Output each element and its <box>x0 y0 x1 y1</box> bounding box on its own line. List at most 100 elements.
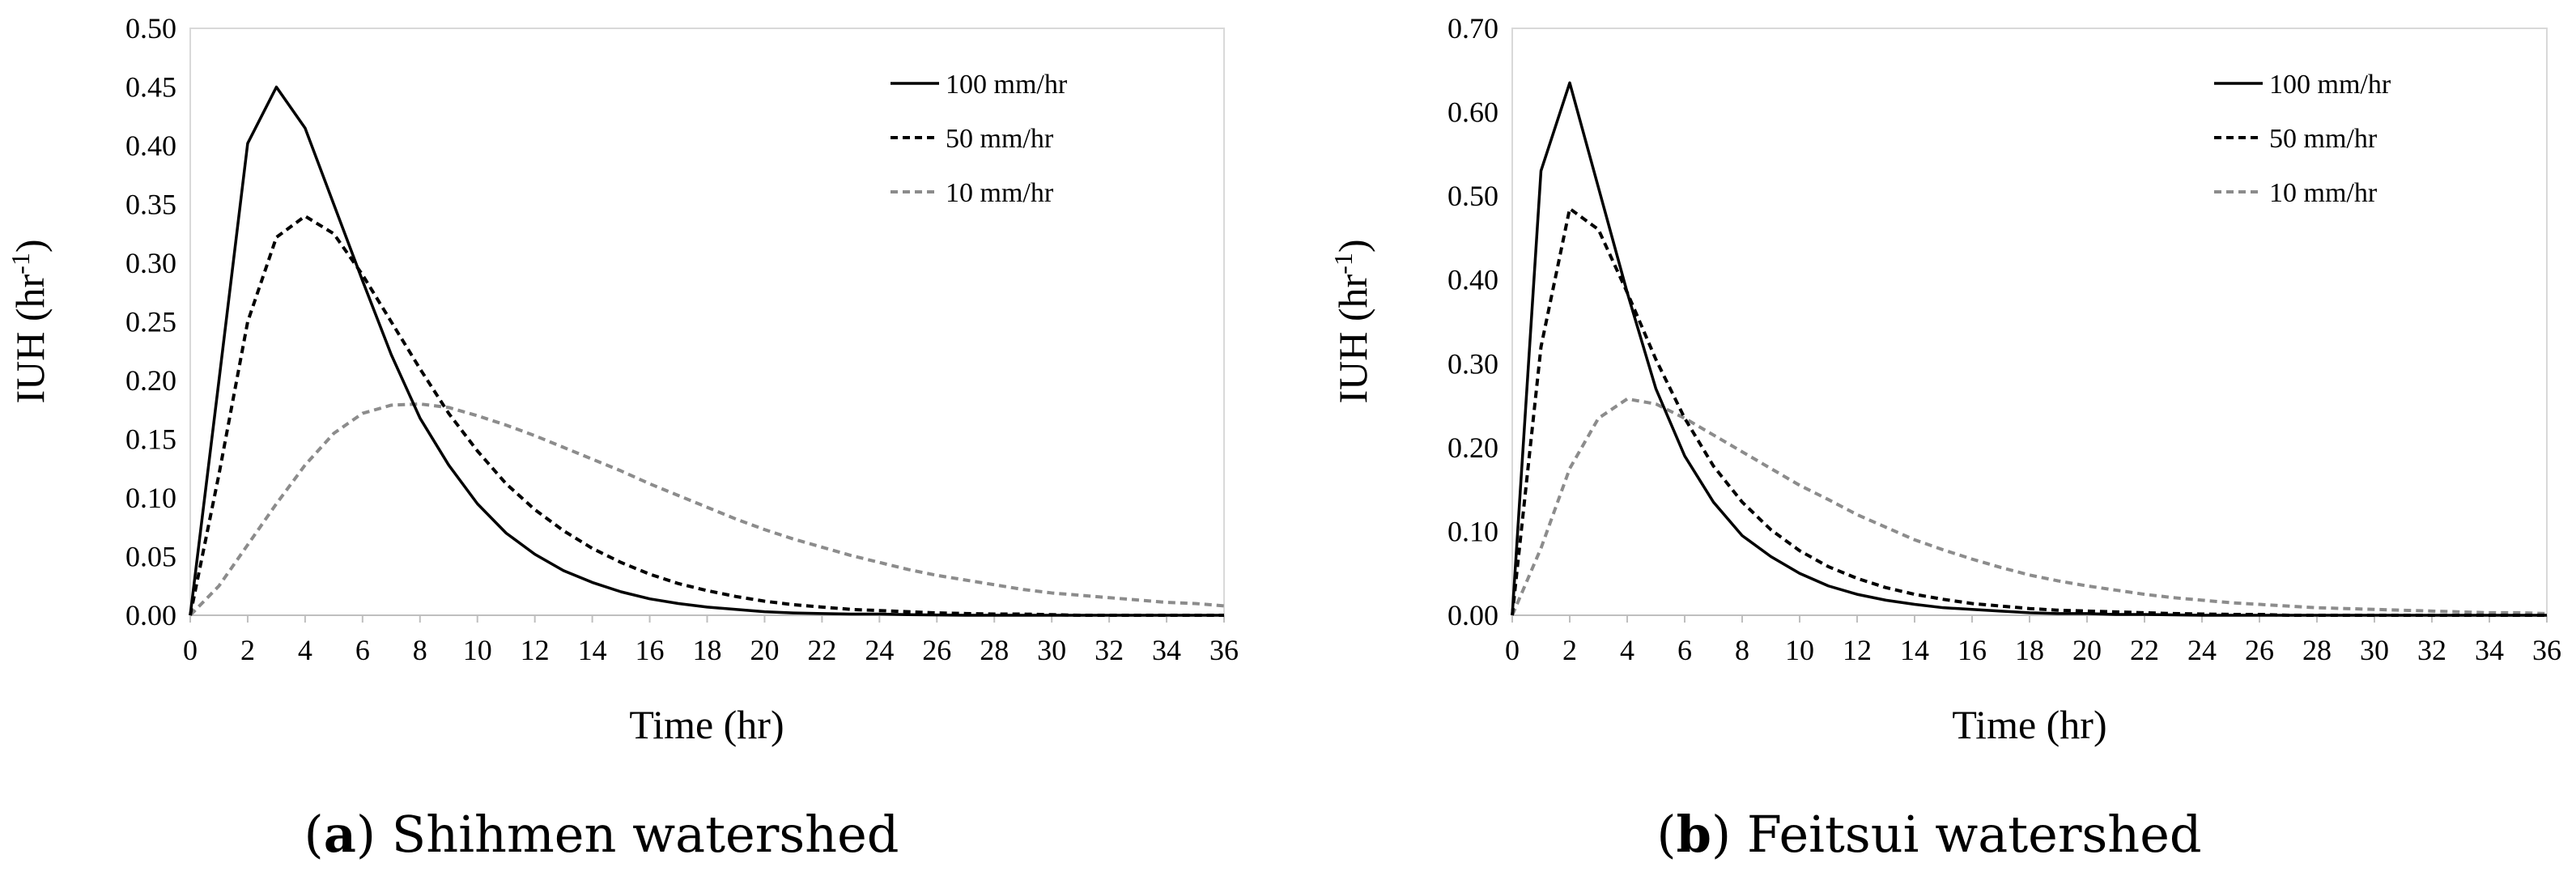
series-line-10-mm-hr <box>189 402 1225 617</box>
x-tick-label: 2 <box>1562 634 1577 666</box>
plot-area <box>189 28 1225 616</box>
x-tick-label: 14 <box>1900 634 1929 666</box>
x-tick-label: 30 <box>1037 634 1066 666</box>
x-tick-label: 34 <box>2475 634 2504 666</box>
caption-a-letter: a <box>324 805 356 864</box>
y-tick-label: 0.40 <box>1447 264 1498 296</box>
y-tick-label: 0.15 <box>125 423 176 456</box>
x-tick-label: 22 <box>807 634 836 666</box>
caption-b-close: ) <box>1711 805 1731 864</box>
x-tick-label: 18 <box>2015 634 2044 666</box>
y-axis-title-sup: -1 <box>6 253 35 274</box>
x-tick-label: 10 <box>1785 634 1814 666</box>
y-tick-label: 0.00 <box>1447 599 1498 631</box>
legend-label-100: 100 mm/hr <box>2269 70 2391 100</box>
y-tick-label: 0.70 <box>1447 12 1498 45</box>
series-line-100-mm-hr <box>189 85 1224 617</box>
y-tick-label: 0.10 <box>125 482 176 514</box>
x-tick-label: 32 <box>1095 634 1124 666</box>
x-tick-label: 8 <box>1735 634 1749 666</box>
y-axis-title: IUH (hr-1) <box>1328 240 1375 404</box>
x-tick-label: 4 <box>298 634 312 666</box>
series-line-10-mm-hr <box>1511 397 2548 616</box>
y-tick-label: 0.25 <box>125 306 176 338</box>
x-tick-label: 26 <box>2245 634 2274 666</box>
series-line-50-mm-hr <box>189 215 1224 617</box>
y-axis-title: IUH (hr-1) <box>6 240 53 404</box>
chart-feitsui: 0.000.100.200.300.400.500.600.70 0 2 4 6 8 10… <box>1328 12 2561 747</box>
legend-label-50: 50 mm/hr <box>2269 124 2378 154</box>
y-tick-label: 0.45 <box>125 71 176 104</box>
caption-b-letter: b <box>1677 805 1711 864</box>
y-axis-title-main: IUH (hr <box>7 274 53 403</box>
x-tick-label: 28 <box>2302 634 2332 666</box>
x-tick-label: 12 <box>521 634 550 666</box>
caption-a-text: Shihmen watershed <box>376 805 899 864</box>
x-tick-label: 10 <box>463 634 492 666</box>
legend: 100 mm/hr 50 mm/hr 10 mm/hr <box>891 70 1068 208</box>
y-axis-title-close: ) <box>1330 240 1375 253</box>
y-tick-label: 0.00 <box>125 599 176 631</box>
x-tick-labels: 0 2 4 6 8 10 12 14 16 18 20 22 24 26 28 30 32 34 36 <box>183 634 1239 666</box>
x-tick-label: 26 <box>922 634 951 666</box>
caption-b: (b) Feitsui watershed <box>1656 805 2201 864</box>
y-tick-label: 0.35 <box>125 189 176 221</box>
x-tick-label: 12 <box>1843 634 1872 666</box>
legend: 100 mm/hr 50 mm/hr 10 mm/hr <box>2214 70 2391 208</box>
x-tick-label: 6 <box>355 634 370 666</box>
legend-label-10: 10 mm/hr <box>946 178 1054 208</box>
caption-a-open: ( <box>304 805 324 864</box>
x-tick-label: 6 <box>1677 634 1692 666</box>
x-tick-label: 18 <box>693 634 722 666</box>
y-axis-title-sup: -1 <box>1328 253 1358 274</box>
x-tick-label: 16 <box>1958 634 1987 666</box>
series-lines <box>1511 81 2548 617</box>
x-tick-label: 20 <box>750 634 779 666</box>
x-tick-label: 24 <box>865 634 894 666</box>
x-tick-label: 28 <box>980 634 1009 666</box>
y-tick-label: 0.30 <box>125 247 176 279</box>
x-tick-label: 20 <box>2072 634 2102 666</box>
x-tick-labels: 0 2 4 6 8 10 12 14 16 18 20 22 24 26 28 30 32 34 36 <box>1505 634 2561 666</box>
x-axis-title: Time (hr) <box>1952 702 2106 747</box>
y-tick-label: 0.60 <box>1447 96 1498 129</box>
plot-area <box>1511 28 2548 616</box>
y-tick-label: 0.20 <box>1447 431 1498 464</box>
x-tick-label: 24 <box>2187 634 2217 666</box>
x-tick-label: 0 <box>183 634 198 666</box>
x-tick-label: 30 <box>2360 634 2389 666</box>
y-tick-labels: 0.00 0.05 0.10 0.15 0.20 0.25 0.30 0.35 0.40 0.45… <box>125 12 176 631</box>
legend-label-100: 100 mm/hr <box>946 70 1068 100</box>
caption-a-close: ) <box>356 805 376 864</box>
x-tick-label: 34 <box>1152 634 1181 666</box>
y-tick-label: 0.40 <box>125 130 176 162</box>
x-axis-title: Time (hr) <box>629 702 784 747</box>
x-tick-label: 0 <box>1505 634 1520 666</box>
series-line-100-mm-hr <box>1511 81 2547 617</box>
y-tick-label: 0.50 <box>125 12 176 45</box>
x-tick-label: 36 <box>2532 634 2561 666</box>
x-tick-label: 4 <box>1620 634 1634 666</box>
x-tick-label: 32 <box>2417 634 2446 666</box>
y-tick-label: 0.10 <box>1447 515 1498 547</box>
x-tick-label: 36 <box>1209 634 1239 666</box>
x-tick-label: 16 <box>635 634 665 666</box>
x-tick-label: 22 <box>2130 634 2159 666</box>
y-axis-title-main: IUH (hr <box>1330 274 1375 403</box>
caption-a: (a) Shihmen watershed <box>304 805 899 864</box>
chart-shihmen: 0.00 0.05 0.10 0.15 0.20 0.25 0.30 0.35 0.40 0.45… <box>6 12 1239 747</box>
x-tick-label: 8 <box>413 634 427 666</box>
series-lines <box>189 85 1225 617</box>
x-tick-label: 14 <box>578 634 607 666</box>
legend-label-50: 50 mm/hr <box>946 124 1054 154</box>
y-tick-label: 0.05 <box>125 541 176 573</box>
y-axis-title-close: ) <box>7 240 53 253</box>
y-tick-labels: 0.00 0.10 0.20 0.30 0.40 0.50 0.60 0.70 <box>1447 12 1498 631</box>
series-line-50-mm-hr <box>1511 206 2547 617</box>
caption-b-text: Feitsui watershed <box>1731 805 2201 864</box>
caption-b-open: ( <box>1656 805 1676 864</box>
y-tick-label: 0.50 <box>1447 180 1498 212</box>
x-tick-label: 2 <box>240 634 255 666</box>
legend-label-10: 10 mm/hr <box>2269 178 2378 208</box>
